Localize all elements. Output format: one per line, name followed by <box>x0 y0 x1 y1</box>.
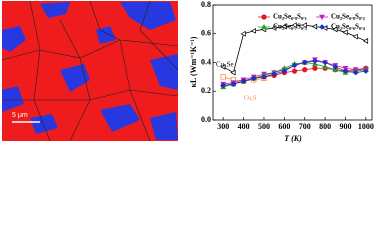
marker <box>312 58 318 64</box>
x-tick-label: 500 <box>258 122 270 131</box>
x-tick-label: 900 <box>340 122 352 131</box>
legend-marker <box>261 23 267 30</box>
marker <box>281 68 288 74</box>
marker <box>362 38 369 44</box>
marker <box>250 75 257 82</box>
x-axis-label: T (K) <box>284 134 302 143</box>
marker <box>281 23 287 30</box>
marker <box>342 68 349 74</box>
legend-marker <box>319 24 325 30</box>
x-tick-label: 700 <box>299 122 311 131</box>
marker <box>291 62 298 69</box>
marker <box>322 59 328 66</box>
marker <box>271 25 277 31</box>
marker <box>322 63 329 70</box>
marker <box>250 27 256 34</box>
marker <box>311 23 318 30</box>
marker <box>301 59 308 66</box>
marker <box>230 69 236 76</box>
y-tick-label: 0.2 <box>201 86 211 95</box>
legend-marker <box>261 14 267 20</box>
marker <box>312 65 318 71</box>
marker <box>240 78 247 84</box>
legend-label: Cu₂Se₀.₉S₀.₁ <box>273 13 307 21</box>
figure: 5 μm T (K) κL (Wm⁻¹K⁻¹) 300 400 500 600 700 8… <box>1 0 374 143</box>
legend-label: Cu₂Se₀.₆S₀.₄ <box>331 23 366 31</box>
marker <box>261 74 267 80</box>
marker <box>301 22 307 29</box>
x-tick-label: 800 <box>319 122 331 131</box>
grain-boundaries <box>1 0 179 142</box>
micrograph: 5 μm <box>1 0 179 142</box>
marker <box>332 26 338 33</box>
marker <box>332 64 339 70</box>
series-label: Cu₂S <box>244 95 256 101</box>
series-label: Cu₂Se <box>216 61 234 69</box>
marker <box>220 82 226 89</box>
y-tick-label: 0.4 <box>201 57 211 66</box>
marker <box>291 68 298 74</box>
x-tick-label: 600 <box>278 122 290 131</box>
legend-label: Cu₂Se₀.₈S₀.₂ <box>331 13 365 21</box>
marker <box>220 63 226 70</box>
marker <box>240 30 246 37</box>
legend-label: Cu₂Se₀.₇S₀.₃ <box>273 23 307 31</box>
marker <box>302 67 308 73</box>
marker <box>342 29 348 36</box>
page: {"micrograph": {"scale_bar_label": "5 μm… <box>1 0 374 143</box>
y-tick-label: 0.6 <box>201 29 211 38</box>
y-axis-label: κL (Wm⁻¹K⁻¹) <box>189 36 198 87</box>
marker <box>352 33 358 40</box>
x-tick-label: 300 <box>217 122 229 131</box>
marker <box>220 74 226 80</box>
y-tick-label: 0.8 <box>201 0 211 9</box>
micrograph-phase <box>2 2 178 140</box>
marker <box>363 68 369 74</box>
scale-bar-label: 5 μm <box>12 112 28 119</box>
marker <box>230 81 237 87</box>
marker <box>352 69 359 76</box>
marker <box>271 71 277 77</box>
x-tick-label: 400 <box>238 122 250 131</box>
x-tick-label: 1000 <box>358 122 374 131</box>
y-tick-label: 0.0 <box>201 115 211 124</box>
legend-marker <box>319 14 325 21</box>
marker <box>291 22 297 29</box>
